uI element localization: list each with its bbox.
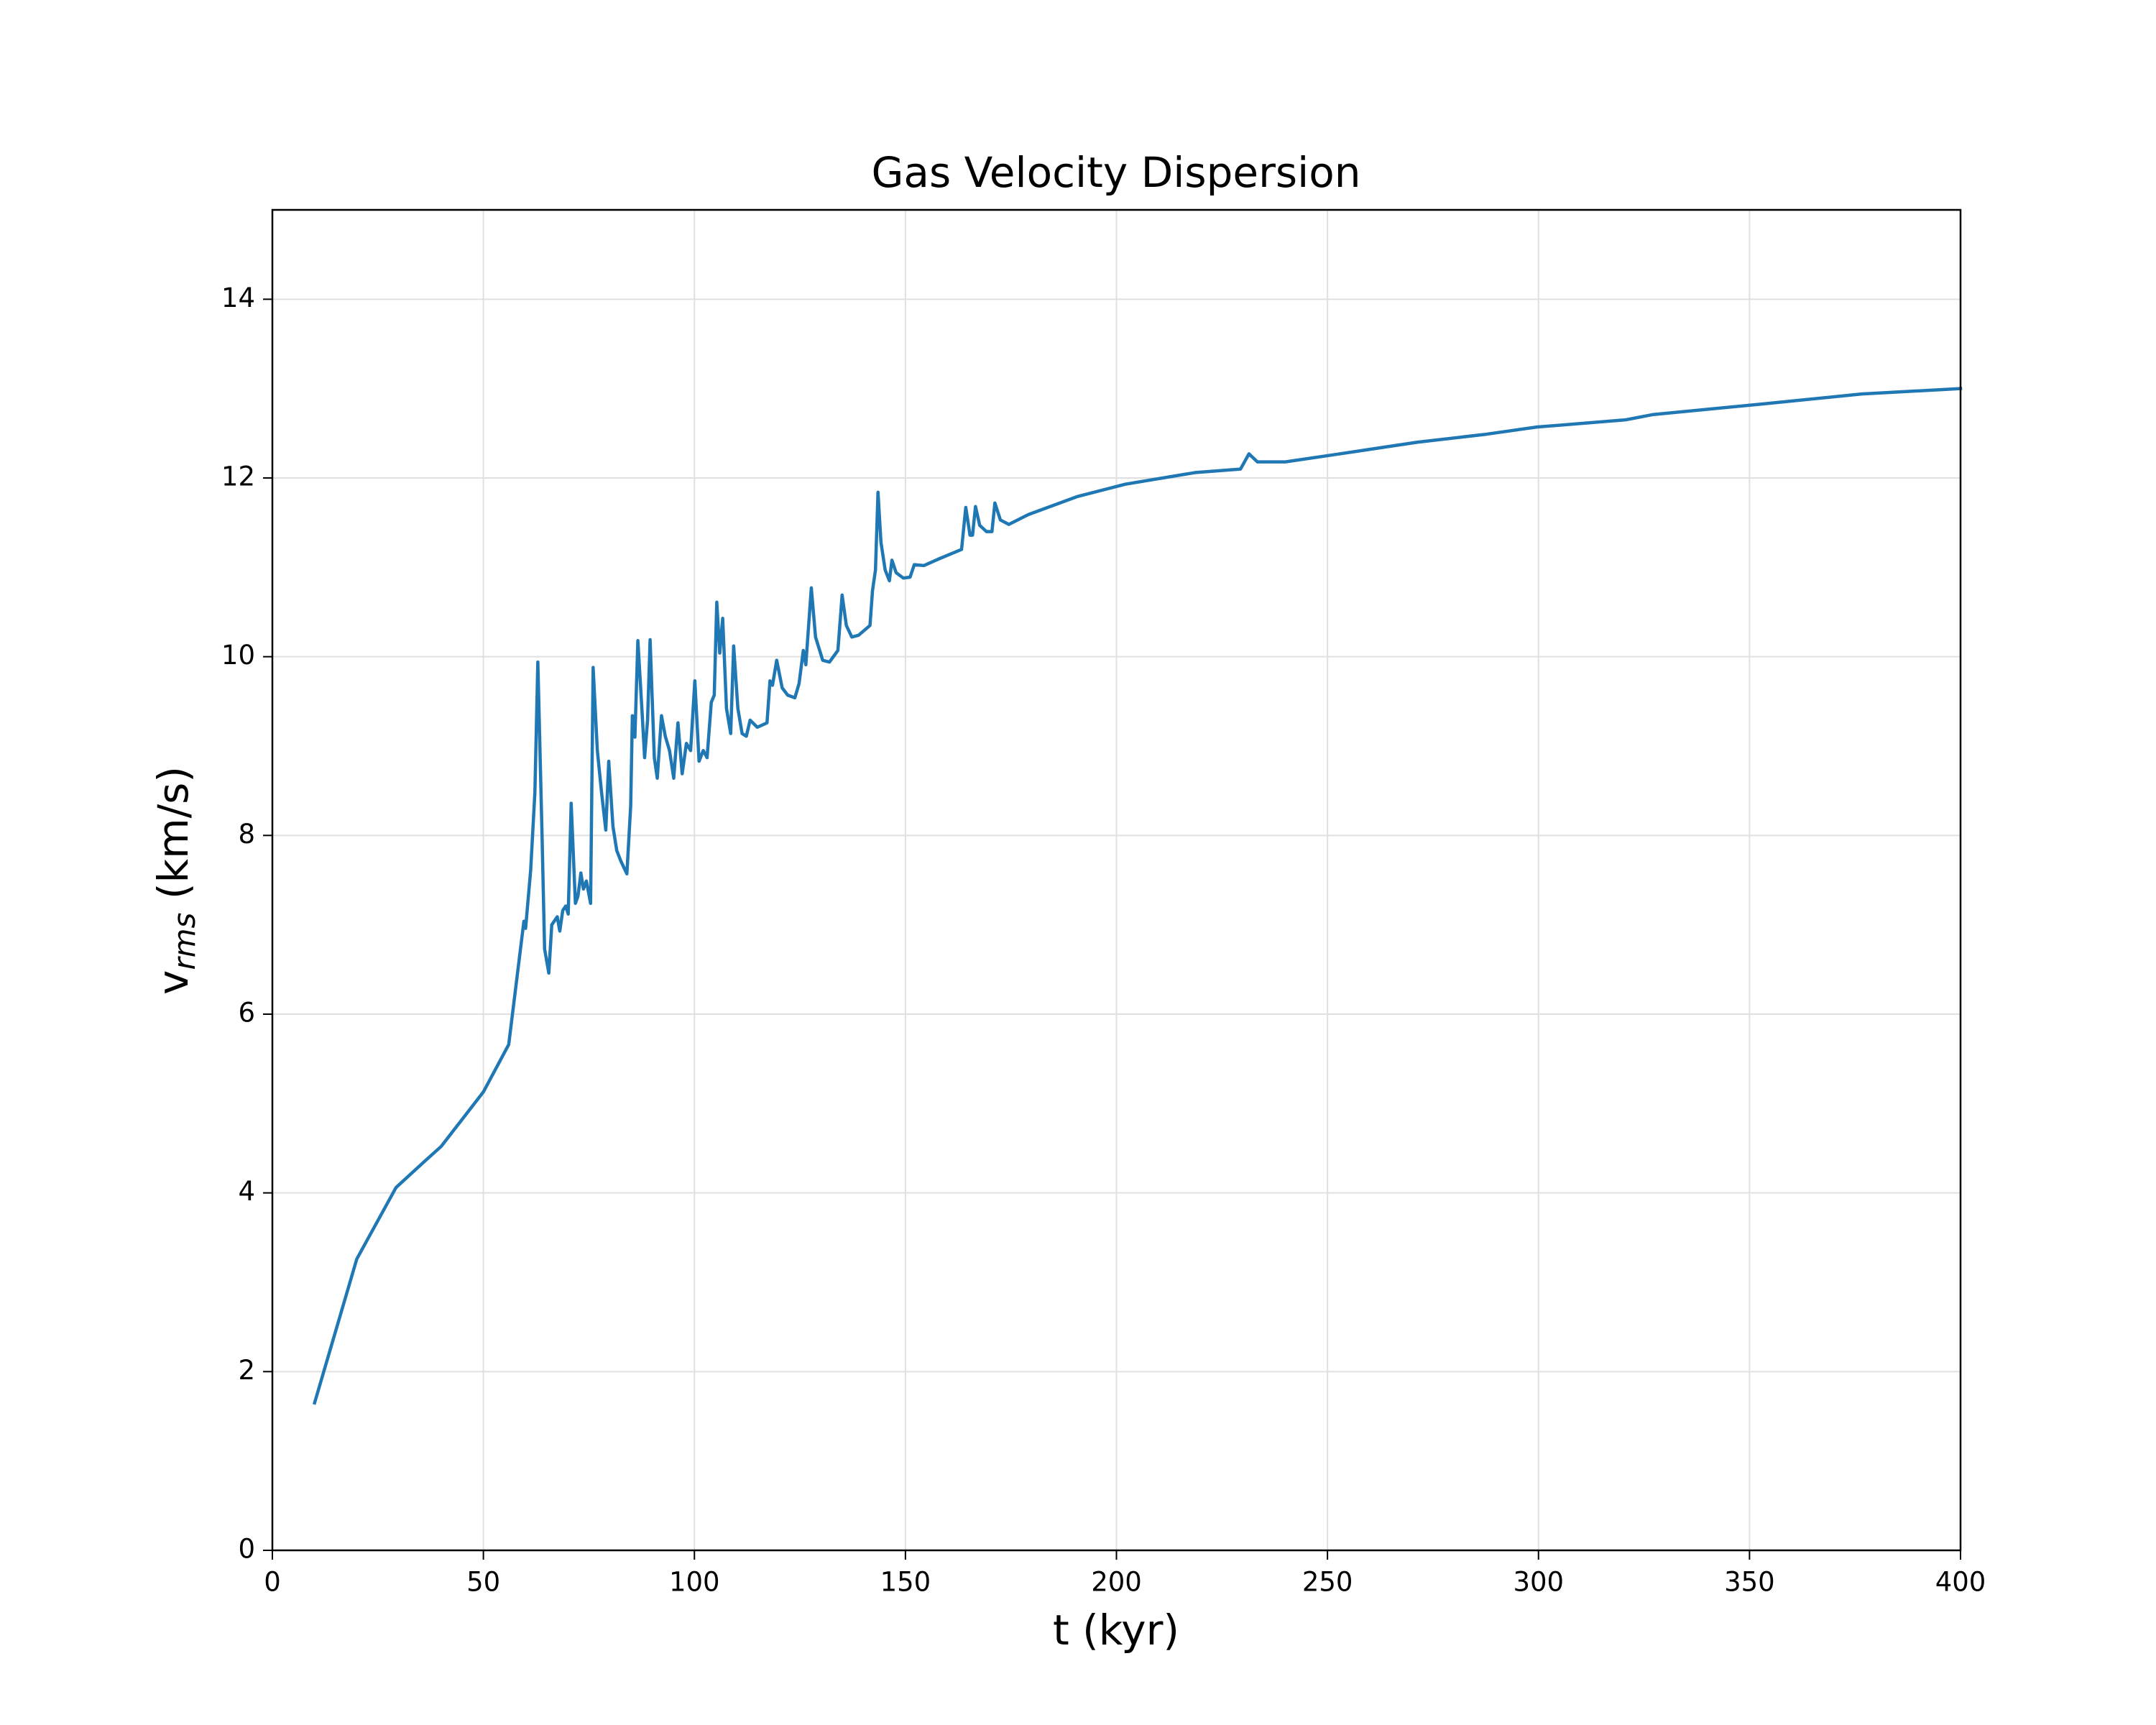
y-tick-label: 4	[238, 1176, 255, 1207]
x-tick-label: 400	[1935, 1567, 1986, 1598]
y-label-main: v	[149, 970, 198, 995]
y-tick-label: 12	[221, 461, 255, 492]
x-tick-label: 100	[669, 1567, 720, 1598]
y-label-sub: rms	[167, 913, 202, 970]
ticks: 0 50 100 150 200 250 300 350 400 0 2 4 6 8 10 12 14	[221, 282, 1986, 1598]
y-axis-label: vrms (km/s)	[149, 766, 201, 995]
x-tick-label: 350	[1724, 1567, 1775, 1598]
grid	[272, 210, 1961, 1551]
x-tick-label: 50	[466, 1567, 500, 1598]
data-line	[312, 387, 1963, 1405]
x-tick-label: 0	[264, 1567, 281, 1598]
y-tick-label: 8	[238, 819, 255, 850]
plot-area	[312, 387, 1963, 1405]
x-tick-label: 250	[1302, 1567, 1353, 1598]
x-tick-label: 200	[1091, 1567, 1142, 1598]
x-axis-label: t (kyr)	[1053, 1606, 1179, 1655]
chart-title: Gas Velocity Dispersion	[871, 148, 1360, 197]
y-tick-label: 6	[238, 998, 255, 1029]
x-tick-label: 150	[880, 1567, 931, 1598]
y-tick-label: 14	[221, 282, 255, 313]
y-tick-label: 10	[221, 640, 255, 671]
x-tick-label: 300	[1513, 1567, 1564, 1598]
y-tick-label: 2	[238, 1355, 255, 1386]
y-label-rest: (km/s)	[149, 766, 198, 913]
y-tick-label: 0	[238, 1534, 255, 1565]
